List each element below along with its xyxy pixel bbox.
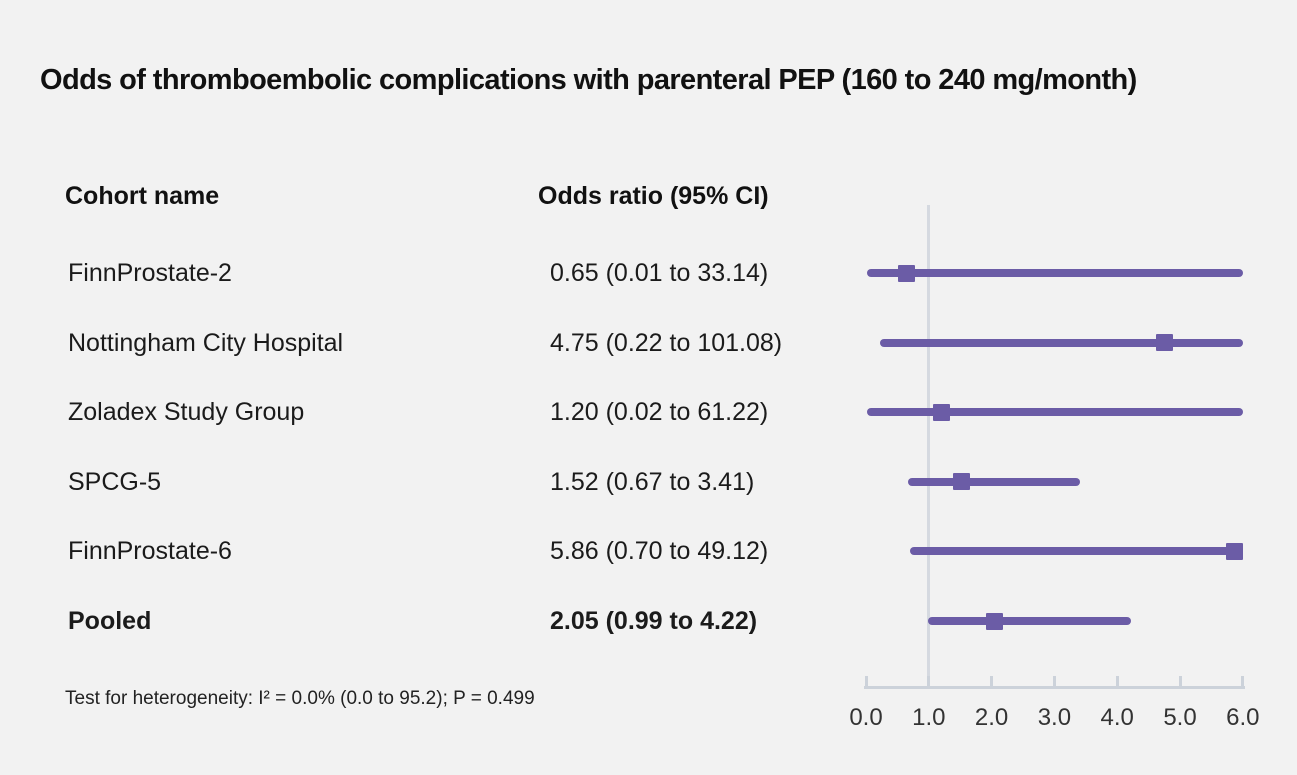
point-estimate-marker	[932, 403, 950, 421]
x-axis-tick	[1178, 676, 1182, 686]
point-estimate-marker	[1225, 542, 1243, 560]
x-axis-tick-label: 2.0	[974, 704, 1009, 731]
x-axis-tick-label: 3.0	[1037, 704, 1072, 731]
row-odds-ratio-value: 1.20 (0.02 to 61.22)	[550, 398, 769, 427]
row-odds-ratio-value: 5.86 (0.70 to 49.12)	[550, 537, 769, 566]
point-estimate-marker	[952, 473, 970, 491]
x-axis-tick	[1052, 676, 1056, 686]
column-header-cohort-name: Cohort name	[65, 182, 220, 210]
x-axis-tick	[1115, 676, 1119, 686]
reference-line	[927, 205, 931, 686]
confidence-interval-line	[867, 408, 1243, 417]
confidence-interval-line	[928, 617, 1132, 625]
confidence-interval-line	[909, 547, 1243, 556]
confidence-interval-line	[866, 269, 1243, 277]
row-odds-ratio-value: 1.52 (0.67 to 3.41)	[550, 467, 755, 496]
x-axis-tick	[990, 676, 994, 686]
x-axis-tick	[927, 676, 931, 686]
point-estimate-marker	[986, 612, 1004, 630]
confidence-interval-line	[879, 338, 1243, 347]
row-cohort-name: FinnProstate-6	[68, 537, 232, 566]
figure-title: Odds of thromboembolic complications wit…	[40, 64, 1137, 96]
row-odds-ratio-value: 2.05 (0.99 to 4.22)	[550, 607, 758, 635]
x-axis-tick-label: 0.0	[849, 704, 883, 731]
x-axis-tick-label: 1.0	[912, 704, 946, 731]
x-axis-tick-label: 6.0	[1226, 704, 1260, 731]
row-cohort-name: SPCG-5	[68, 467, 162, 496]
point-estimate-marker	[898, 264, 916, 282]
x-axis-line	[864, 686, 1245, 689]
x-axis-tick	[864, 676, 868, 686]
point-estimate-marker	[1155, 334, 1173, 352]
row-cohort-name: Nottingham City Hospital	[68, 328, 344, 357]
row-cohort-name: FinnProstate-2	[68, 259, 232, 287]
row-cohort-name: Zoladex Study Group	[68, 398, 305, 427]
x-axis-tick-label: 5.0	[1163, 704, 1197, 731]
heterogeneity-footnote: Test for heterogeneity: I² = 0.0% (0.0 t…	[65, 688, 535, 709]
x-axis-tick	[1241, 676, 1245, 686]
confidence-interval-line	[908, 477, 1081, 486]
column-header-odds-ratio: Odds ratio (95% CI)	[538, 182, 769, 210]
x-axis-tick-label: 4.0	[1100, 704, 1134, 731]
row-cohort-name: Pooled	[68, 607, 152, 635]
row-odds-ratio-value: 4.75 (0.22 to 101.08)	[550, 328, 783, 357]
row-odds-ratio-value: 0.65 (0.01 to 33.14)	[550, 259, 769, 287]
